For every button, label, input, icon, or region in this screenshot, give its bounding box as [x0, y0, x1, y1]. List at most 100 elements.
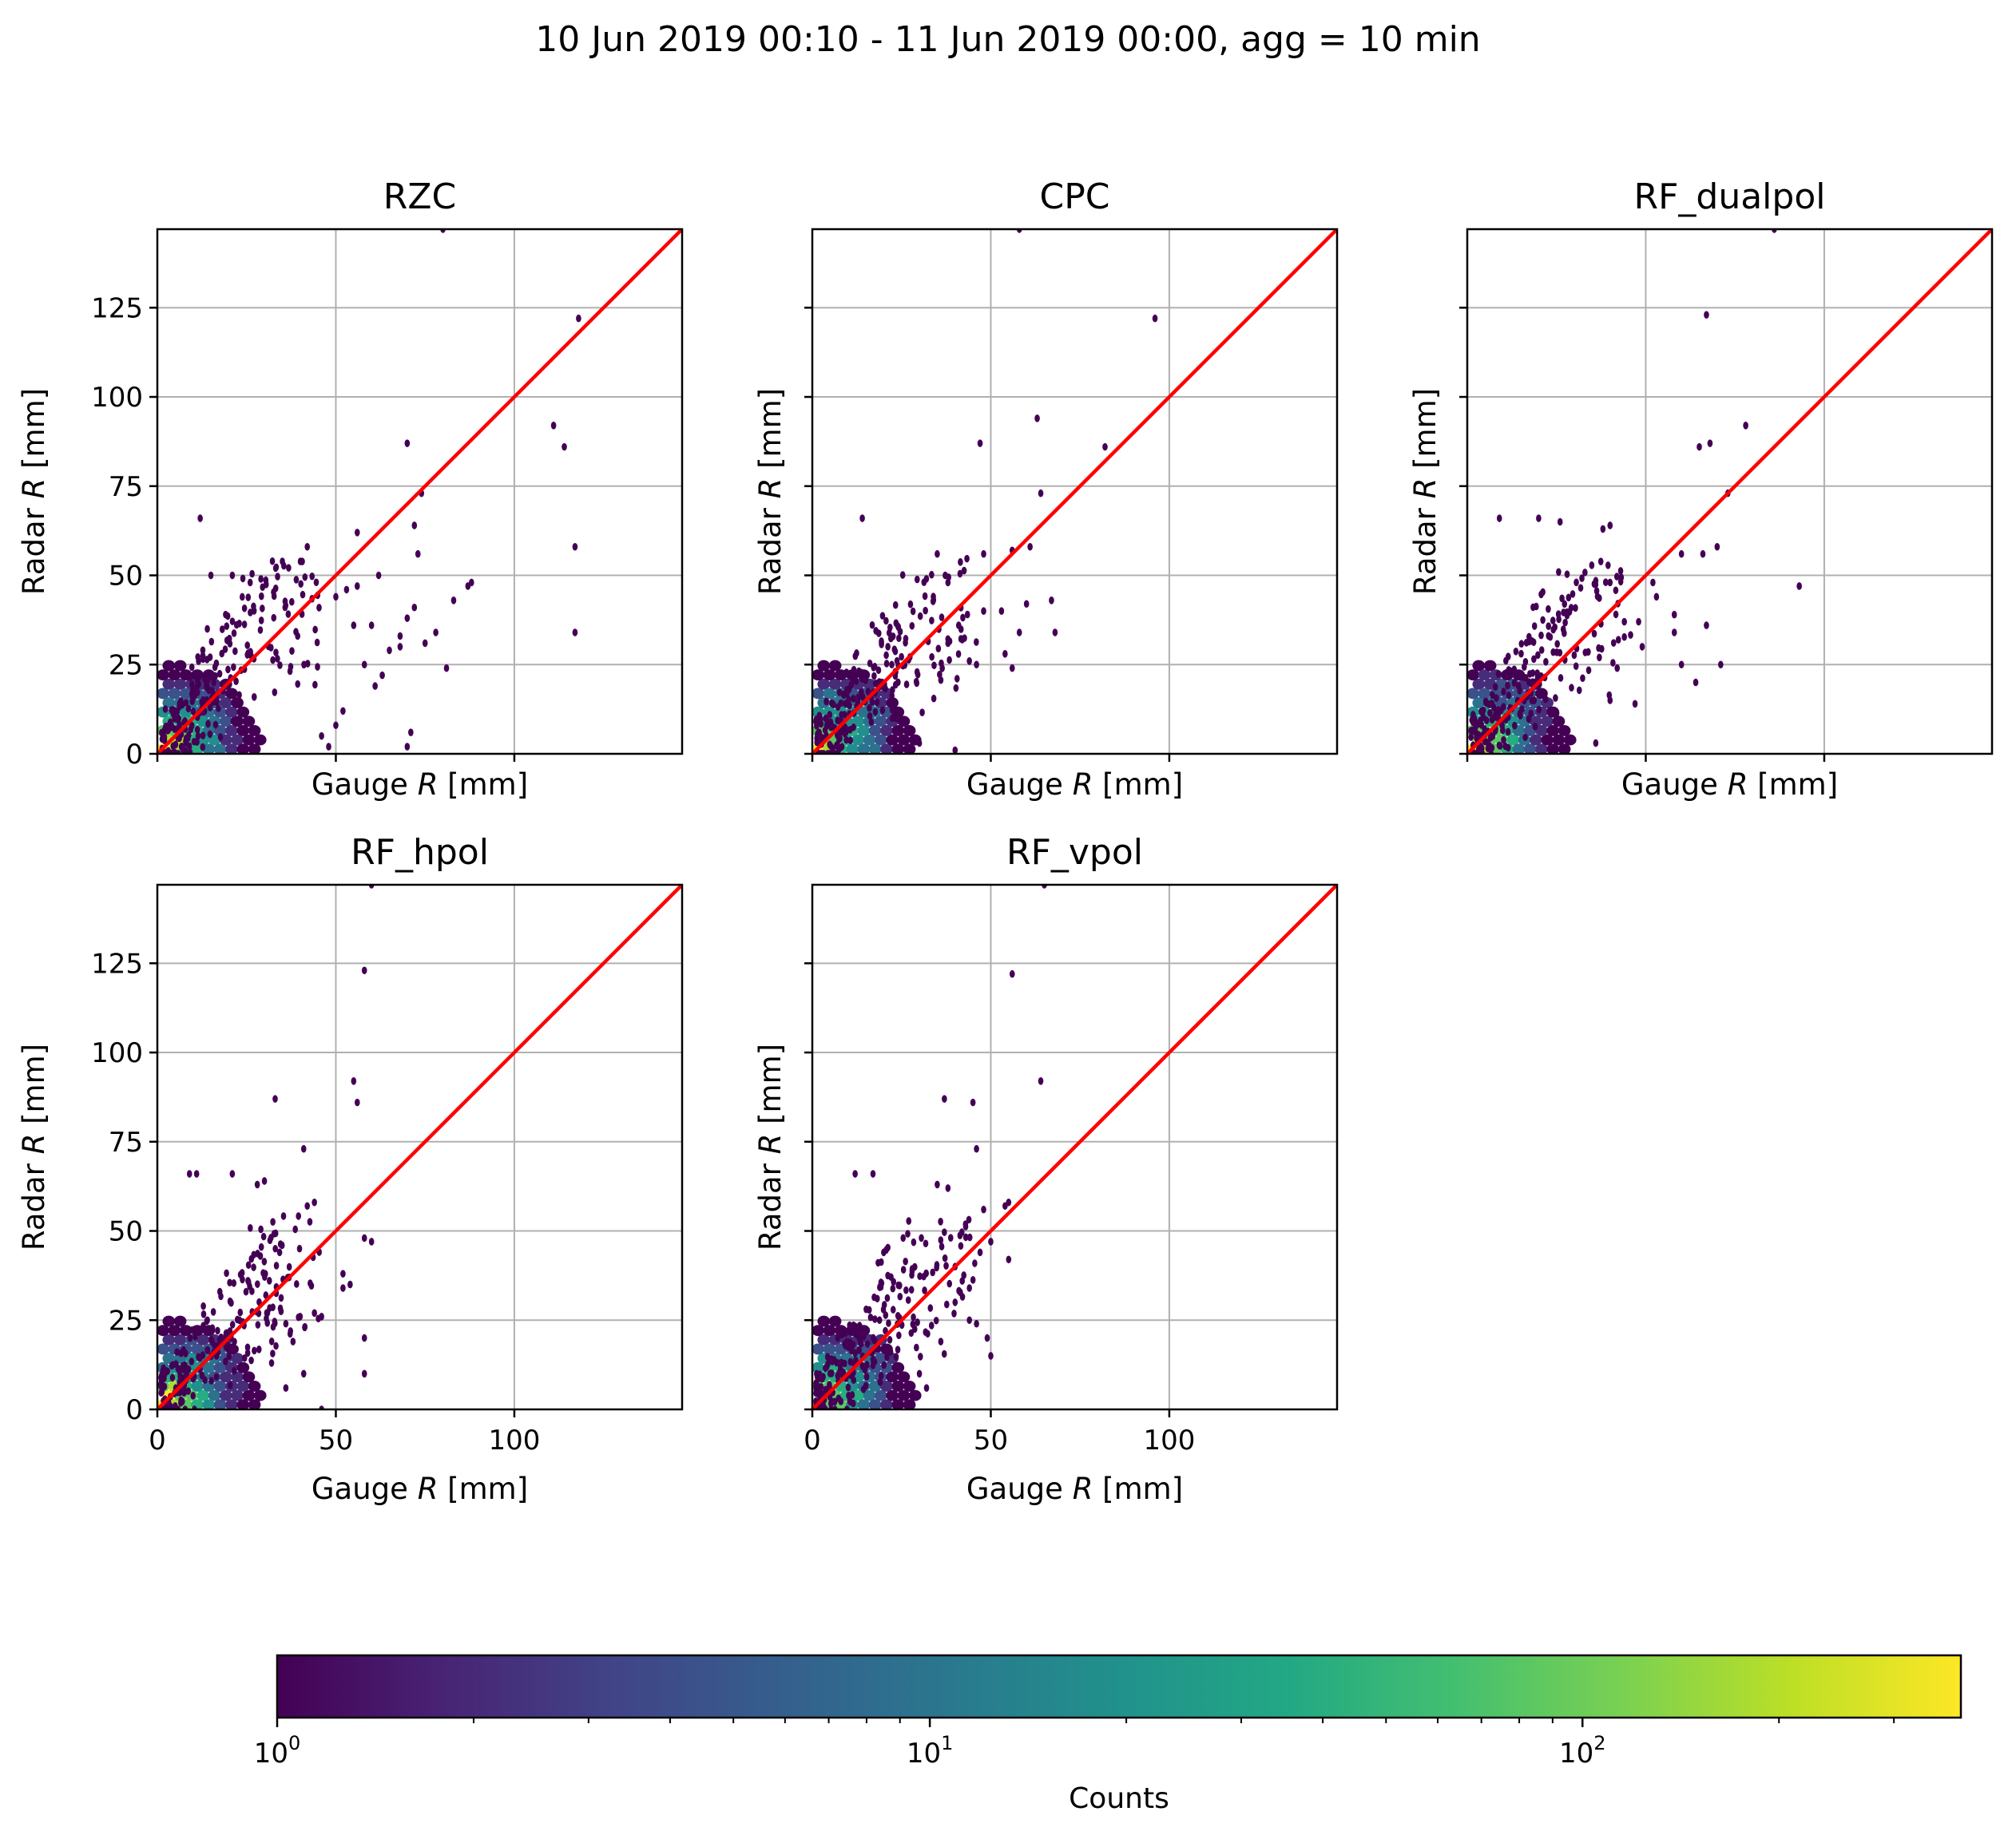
hexbin-cell [219, 1389, 232, 1401]
hexbin-point [194, 683, 200, 691]
outlier-point [1607, 696, 1613, 704]
hexbin-cell [179, 688, 192, 700]
hexbin-cell [886, 1371, 899, 1383]
hexbin-cell [817, 1315, 831, 1327]
hexbin-cell [1535, 724, 1548, 736]
hexbin-point [231, 663, 236, 672]
hexbin-point [200, 646, 206, 655]
hexbin-cell [886, 734, 899, 746]
hexbin-point [308, 1279, 313, 1287]
hexbin-point [204, 656, 210, 664]
outlier-point [1796, 582, 1802, 590]
hexbin-point [286, 564, 292, 572]
hexbin-point [1530, 678, 1536, 686]
hexbin-cell [208, 1389, 221, 1401]
hexbin-cell [823, 688, 836, 700]
x-axis-label: Gauge R [mm] [312, 1472, 528, 1506]
hexbin-point [167, 718, 173, 727]
hexbin-point [224, 1341, 231, 1350]
hexbin-point [293, 628, 299, 636]
hexbin-point [1610, 659, 1616, 667]
outlier-point [966, 656, 972, 665]
hexbin-point [863, 1373, 870, 1381]
outlier-point [404, 743, 411, 751]
hexbin-point [285, 610, 292, 618]
hexbin-point [1569, 684, 1574, 692]
hexbin-point [194, 676, 200, 684]
hexbin-point [260, 1232, 267, 1241]
hexbin-point [886, 1319, 891, 1327]
outlier-point [1636, 617, 1641, 626]
hexbin-point [216, 1287, 223, 1296]
hexbin-cell [857, 743, 871, 754]
hexbin-point [1491, 713, 1497, 722]
hexbin-point [278, 1294, 284, 1302]
hexbin-point [972, 1259, 978, 1267]
outlier-point [347, 1280, 353, 1289]
hexbin-point [270, 1218, 276, 1226]
hexbin-cell [157, 1343, 170, 1355]
x-tick-label: 100 [1143, 1425, 1195, 1457]
hexbin-point [187, 1334, 193, 1342]
hexbin-point [871, 1337, 878, 1345]
hexbin-point [1605, 561, 1611, 569]
hexbin-cell [162, 1353, 176, 1365]
hexbin-point [1564, 570, 1570, 578]
subplot-rf-dualpol: RF_dualpol Gauge R [mm] Radar R [mm] [1408, 176, 1994, 802]
hexbin-cell [179, 1325, 192, 1337]
hexbin-point [927, 1304, 934, 1312]
hexbin-point [856, 1322, 863, 1330]
hexbin-point [307, 1218, 313, 1226]
outlier-point [942, 1095, 947, 1103]
outlier-point [1027, 542, 1033, 551]
hexbin-point [230, 717, 236, 725]
hexbin-cell [173, 678, 187, 690]
hexbin-point [858, 1340, 864, 1348]
hexbin-point [827, 1369, 833, 1377]
hexbin-point [1615, 636, 1621, 644]
hexbin-point [1556, 568, 1562, 577]
hexbin-point [302, 1322, 308, 1331]
outlier-point [1743, 422, 1748, 430]
outlier-point [361, 1234, 367, 1243]
hexbin-point [269, 557, 276, 565]
hexbin-point [1577, 584, 1584, 593]
hexbin-point [190, 1392, 196, 1400]
outlier-point [562, 442, 567, 451]
colorbar: 100 101 102 Counts [254, 1654, 1962, 1815]
hexbin-point [199, 1371, 205, 1380]
hexbin-point [1593, 587, 1600, 595]
hexbin-cell [157, 688, 170, 700]
hexbin-point [814, 1380, 819, 1388]
hexbin-point [189, 1357, 195, 1365]
hexbin-cell [851, 734, 865, 746]
outlier-point [1693, 678, 1699, 687]
hexbin-cell [1546, 743, 1560, 754]
hexbin-point [830, 700, 836, 708]
outlier-point [974, 660, 979, 669]
outlier-point [1034, 414, 1040, 422]
hexbin-point [1580, 674, 1585, 683]
hexbin-point [1528, 709, 1534, 718]
outlier-point [340, 1270, 346, 1278]
hexbin-point [1491, 703, 1497, 712]
hexbin-point [959, 1293, 966, 1301]
hexbin-point [187, 748, 193, 754]
hexbin-point [185, 704, 192, 713]
subplot-grid: 0 25 50 75 100 125 RZC Gauge R [mm] Radar R [mm]… [17, 176, 1994, 1506]
hexbin-point [273, 1342, 279, 1350]
outlier-point [977, 1248, 983, 1257]
hexbin-cell [863, 1389, 876, 1401]
outlier-point [272, 1095, 278, 1103]
hexbin-point [889, 706, 895, 714]
hexbin-point [169, 1373, 176, 1382]
axes-frame [811, 228, 1339, 755]
hexbin-point [1490, 691, 1495, 700]
hexbin-point [197, 1353, 203, 1362]
hexbin-point [912, 1262, 918, 1271]
hexbin-point [964, 610, 970, 619]
subplot-title: RZC [383, 176, 456, 217]
hexbin-point [838, 727, 843, 736]
hexbin-point [1501, 688, 1506, 696]
outlier-point [450, 596, 457, 604]
